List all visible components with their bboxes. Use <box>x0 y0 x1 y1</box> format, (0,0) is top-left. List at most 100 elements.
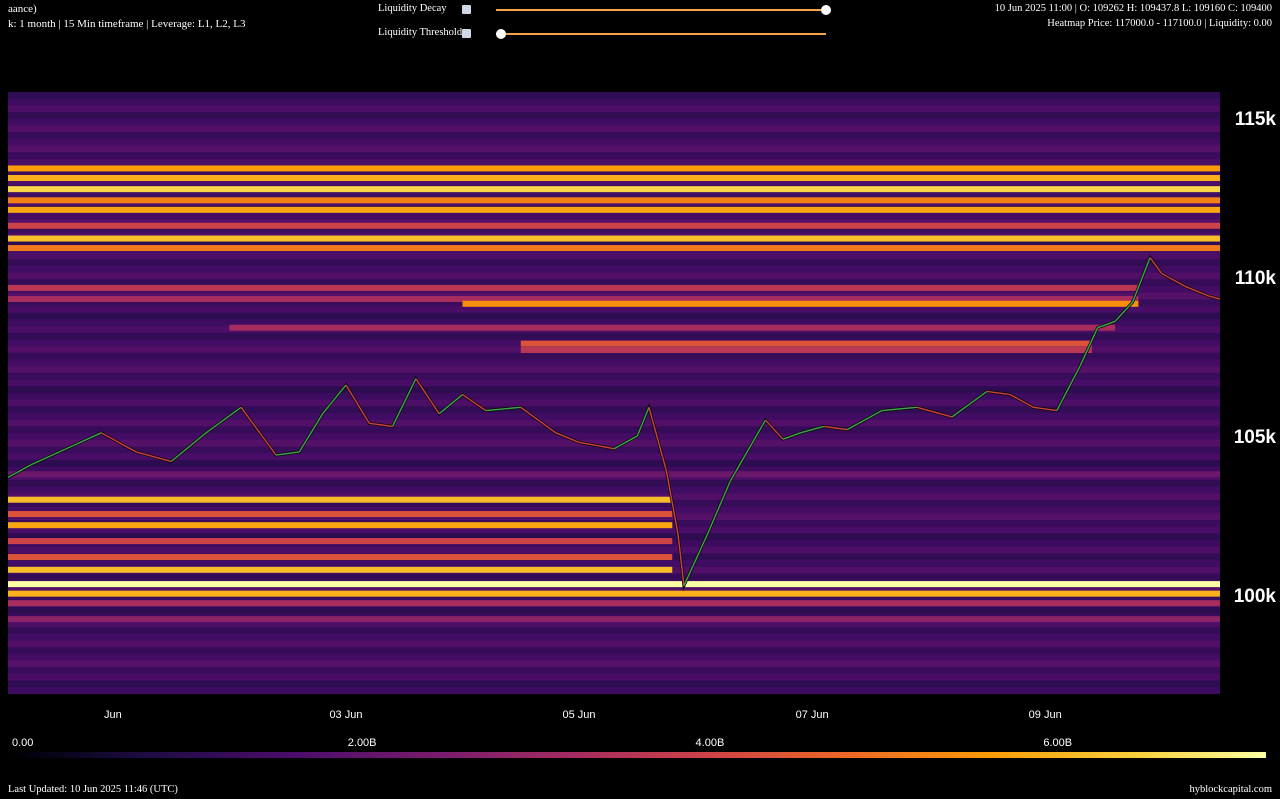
price-segment <box>665 470 679 535</box>
liquidity-band[interactable] <box>8 538 673 545</box>
price-segment <box>100 432 137 453</box>
liquidity-decay-checkbox[interactable] <box>462 5 471 14</box>
heatmap-texture-row <box>8 138 1220 146</box>
heatmap-texture-row <box>8 352 1220 360</box>
liquidity-threshold-checkbox[interactable] <box>462 29 471 38</box>
heatmap-texture-row <box>8 586 1220 594</box>
heatmap-texture-row <box>8 125 1220 133</box>
heatmap-texture-row <box>8 466 1220 474</box>
heatmap-texture-row <box>8 673 1220 681</box>
liquidity-band[interactable] <box>8 186 1220 193</box>
liquidity-band[interactable] <box>8 471 1220 478</box>
price-segment <box>764 419 784 440</box>
liquidity-band[interactable] <box>8 296 1139 303</box>
heatmap-texture-row <box>8 118 1220 126</box>
heatmap-texture-row <box>8 413 1220 420</box>
heatmap-texture-row <box>8 105 1220 113</box>
heatmap-texture-row <box>8 687 1220 694</box>
price-segment <box>951 390 988 418</box>
price-segment <box>31 448 67 466</box>
liquidity-band[interactable] <box>8 600 1220 607</box>
x-tick-label: 09 Jun <box>1028 709 1062 721</box>
brand-watermark: hyblockcapital.com <box>1189 784 1272 795</box>
heatmap-texture-row <box>8 393 1220 400</box>
liquidity-band[interactable] <box>8 235 1220 242</box>
price-segment <box>916 406 953 418</box>
price-segment <box>1033 406 1057 412</box>
price-segment <box>1009 393 1034 408</box>
price-segment <box>1114 301 1134 322</box>
heatmap-texture-row <box>8 158 1220 166</box>
liquidity-decay-label: Liquidity Decay <box>378 3 447 14</box>
heatmap-texture-row <box>8 640 1220 648</box>
liquidity-band[interactable] <box>8 496 673 503</box>
colorbar-tick-label: 0.00 <box>12 737 34 749</box>
y-tick-label: 100k <box>1233 586 1276 608</box>
liquidity-band[interactable] <box>520 347 1092 353</box>
liquidity-band[interactable] <box>8 581 1220 588</box>
liquidity-band[interactable] <box>8 284 1139 291</box>
x-tick-label: 03 Jun <box>329 709 363 721</box>
liquidity-band[interactable] <box>8 554 673 561</box>
liquidity-band[interactable] <box>8 206 1220 213</box>
ohlc-readout: 10 Jun 2025 11:00 | O: 109262 H: 109437.… <box>994 3 1272 14</box>
heatmap-texture-row <box>8 633 1220 641</box>
price-segment <box>578 441 615 450</box>
price-segment <box>1184 285 1209 297</box>
price-segment <box>1097 320 1116 329</box>
price-segment <box>205 406 242 434</box>
price-segment <box>1079 327 1099 367</box>
liquidation-heatmap[interactable] <box>0 0 1280 700</box>
price-segment <box>846 409 883 431</box>
price-segment <box>369 422 393 428</box>
heatmap-texture-row <box>8 319 1220 327</box>
liquidity-band[interactable] <box>8 197 1220 204</box>
heatmap-texture-row <box>8 132 1220 139</box>
x-tick-label: 07 Jun <box>795 709 829 721</box>
liquidity-band[interactable] <box>8 245 1220 252</box>
liquidity-band[interactable] <box>520 340 1092 347</box>
price-segment <box>275 451 300 456</box>
heatmap-texture-row <box>8 259 1220 266</box>
price-segment <box>170 432 207 463</box>
price-segment <box>782 432 801 440</box>
heatmap-texture-row <box>8 292 1220 300</box>
heatmap-texture-row <box>8 98 1220 106</box>
price-segment <box>986 390 1011 396</box>
x-tick-label: Jun <box>104 709 122 721</box>
heatmap-texture-row <box>8 265 1220 273</box>
heatmap-texture-row <box>8 680 1220 688</box>
liquidity-band[interactable] <box>8 175 1220 181</box>
heatmap-texture-row <box>8 219 1220 226</box>
liquidity-band[interactable] <box>8 165 1220 172</box>
price-segment <box>1131 257 1151 303</box>
colorbar-tick-label: 4.00B <box>695 737 725 749</box>
liquidity-band[interactable] <box>229 324 1116 331</box>
price-segment <box>462 394 487 412</box>
liquidity-decay-slider[interactable] <box>496 5 831 15</box>
liquidity-threshold-handle[interactable] <box>496 29 506 39</box>
heatmap-texture-row <box>8 178 1220 186</box>
liquidity-band[interactable] <box>462 300 1139 307</box>
heatmap-texture-row <box>8 667 1220 674</box>
liquidity-band[interactable] <box>8 566 673 573</box>
liquidity-band[interactable] <box>8 511 673 518</box>
heatmap-texture-row <box>8 212 1220 220</box>
heatmap-texture-row <box>8 359 1220 367</box>
heatmap-texture-row <box>8 500 1220 507</box>
liquidity-band[interactable] <box>8 522 673 529</box>
x-tick-label: 05 Jun <box>562 709 596 721</box>
heatmap-texture-row <box>8 406 1220 414</box>
liquidity-decay-handle[interactable] <box>821 5 831 15</box>
heatmap-texture-row <box>8 533 1220 541</box>
heatmap-price-readout: Heatmap Price: 117000.0 - 117100.0 | Liq… <box>1047 18 1272 29</box>
heatmap-texture-row <box>8 92 1220 99</box>
price-segment <box>677 534 685 586</box>
heatmap-texture-row <box>8 459 1220 467</box>
heatmap-texture-row <box>8 573 1220 581</box>
liquidity-band[interactable] <box>8 222 1220 229</box>
liquidity-threshold-slider[interactable] <box>496 29 826 39</box>
price-segment <box>555 432 580 444</box>
liquidity-band[interactable] <box>8 616 1220 623</box>
liquidity-band[interactable] <box>8 590 1220 597</box>
